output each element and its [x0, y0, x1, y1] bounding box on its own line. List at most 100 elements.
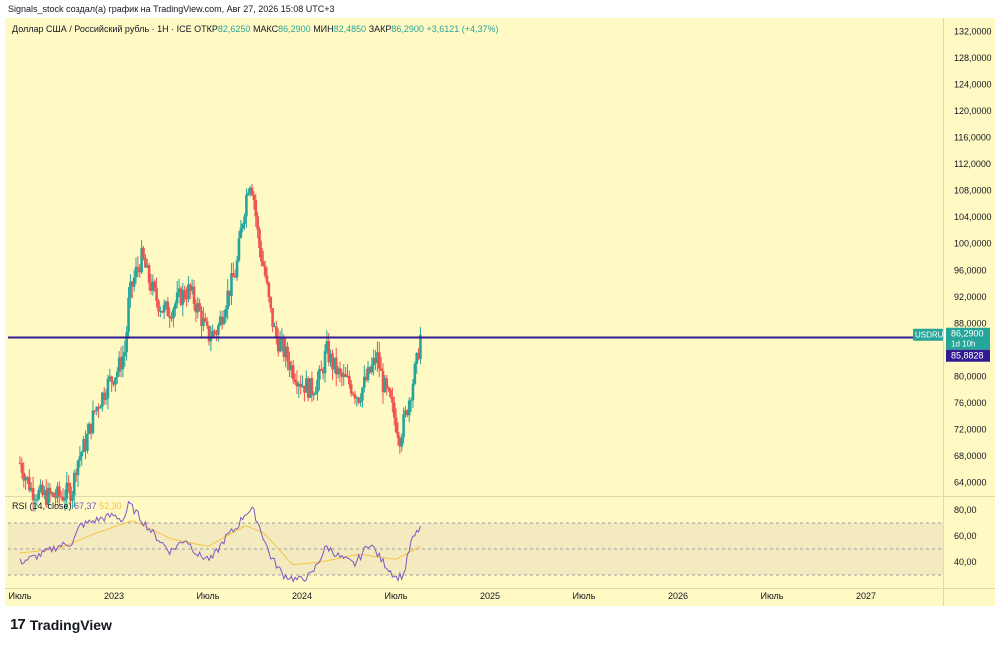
candle-body[interactable]: [63, 498, 67, 501]
candle-body[interactable]: [198, 303, 201, 311]
candle-body[interactable]: [188, 284, 192, 291]
candle-body[interactable]: [406, 410, 409, 416]
candle-body[interactable]: [203, 318, 207, 322]
candle-body[interactable]: [29, 487, 33, 491]
candle-body[interactable]: [336, 368, 340, 375]
candle-body[interactable]: [22, 472, 26, 481]
candle-body[interactable]: [127, 297, 130, 333]
candle-body[interactable]: [312, 394, 316, 396]
candle-body[interactable]: [290, 365, 293, 371]
candle-body[interactable]: [57, 486, 61, 497]
candle-body[interactable]: [306, 378, 310, 398]
candle-body[interactable]: [102, 392, 106, 400]
candle-body[interactable]: [192, 286, 196, 304]
candle-body[interactable]: [174, 303, 177, 310]
candle-body[interactable]: [321, 370, 325, 374]
candle-body[interactable]: [377, 352, 381, 369]
candle-body[interactable]: [185, 298, 188, 300]
candle-body[interactable]: [110, 376, 113, 382]
candle-body[interactable]: [237, 238, 241, 261]
candle-body[interactable]: [59, 496, 63, 498]
candle-body[interactable]: [86, 433, 89, 451]
candle-body[interactable]: [157, 300, 160, 312]
candle-body[interactable]: [44, 490, 48, 505]
candle-body[interactable]: [325, 341, 329, 352]
candle-body[interactable]: [331, 353, 334, 370]
candle-body[interactable]: [387, 387, 390, 390]
candle-body[interactable]: [147, 265, 151, 283]
candle-body[interactable]: [250, 187, 254, 195]
candle-body[interactable]: [338, 368, 342, 373]
candle-body[interactable]: [398, 437, 402, 447]
candle-body[interactable]: [402, 414, 405, 438]
candle-body[interactable]: [267, 282, 271, 298]
candle-body[interactable]: [415, 353, 418, 365]
candle-body[interactable]: [95, 406, 99, 412]
candle-body[interactable]: [286, 346, 289, 362]
candle-body[interactable]: [168, 315, 171, 319]
candle-body[interactable]: [413, 364, 417, 384]
candle-body[interactable]: [319, 368, 323, 371]
candle-body[interactable]: [288, 361, 291, 371]
candle-body[interactable]: [271, 307, 274, 327]
candle-body[interactable]: [376, 352, 379, 364]
candle-body[interactable]: [140, 247, 143, 273]
candle-body[interactable]: [364, 376, 368, 380]
candle-body[interactable]: [91, 410, 95, 434]
candle-body[interactable]: [215, 332, 218, 335]
candle-body[interactable]: [129, 281, 132, 298]
candle-body[interactable]: [400, 437, 404, 447]
candle-body[interactable]: [248, 187, 252, 193]
candle-body[interactable]: [226, 290, 230, 309]
candle-body[interactable]: [164, 301, 168, 305]
candle-body[interactable]: [218, 316, 222, 326]
candle-body[interactable]: [39, 484, 42, 491]
candle-body[interactable]: [41, 484, 44, 495]
candle-body[interactable]: [293, 379, 297, 383]
candle-body[interactable]: [153, 281, 157, 289]
candle-body[interactable]: [24, 477, 27, 481]
candle-body[interactable]: [297, 383, 301, 387]
candle-body[interactable]: [368, 367, 372, 373]
candle-body[interactable]: [301, 385, 304, 387]
candle-body[interactable]: [20, 463, 24, 473]
candle-body[interactable]: [310, 378, 314, 395]
candle-body[interactable]: [284, 346, 288, 358]
candle-body[interactable]: [217, 325, 220, 335]
candle-body[interactable]: [370, 365, 374, 373]
candle-body[interactable]: [276, 337, 280, 352]
candle-body[interactable]: [138, 268, 142, 273]
candle-body[interactable]: [71, 495, 74, 501]
candle-body[interactable]: [396, 431, 400, 438]
candle-body[interactable]: [359, 400, 362, 403]
candle-body[interactable]: [308, 378, 312, 398]
candle-body[interactable]: [209, 337, 213, 342]
candle-body[interactable]: [349, 384, 353, 394]
candle-body[interactable]: [93, 410, 97, 412]
candle-body[interactable]: [344, 374, 347, 377]
candle-body[interactable]: [261, 261, 265, 266]
candle-body[interactable]: [155, 288, 158, 301]
candle-body[interactable]: [291, 365, 295, 380]
candle-body[interactable]: [28, 477, 31, 491]
candle-body[interactable]: [194, 303, 198, 313]
candle-body[interactable]: [230, 273, 233, 297]
candle-body[interactable]: [327, 341, 331, 363]
candle-body[interactable]: [363, 376, 366, 388]
candle-body[interactable]: [239, 228, 243, 239]
candle-body[interactable]: [130, 281, 134, 287]
candle-body[interactable]: [142, 247, 145, 258]
candle-body[interactable]: [177, 288, 181, 293]
candle-body[interactable]: [123, 352, 127, 357]
candle-body[interactable]: [348, 375, 351, 385]
candle-body[interactable]: [351, 393, 355, 395]
candle-body[interactable]: [381, 370, 385, 393]
candle-body[interactable]: [43, 490, 46, 495]
candle-body[interactable]: [172, 309, 175, 319]
candle-body[interactable]: [119, 357, 123, 370]
candle-body[interactable]: [99, 406, 102, 409]
candle-body[interactable]: [82, 439, 85, 453]
tradingview-logo[interactable]: 17 TradingView: [10, 616, 112, 633]
candle-body[interactable]: [357, 397, 360, 403]
candle-body[interactable]: [299, 383, 302, 387]
